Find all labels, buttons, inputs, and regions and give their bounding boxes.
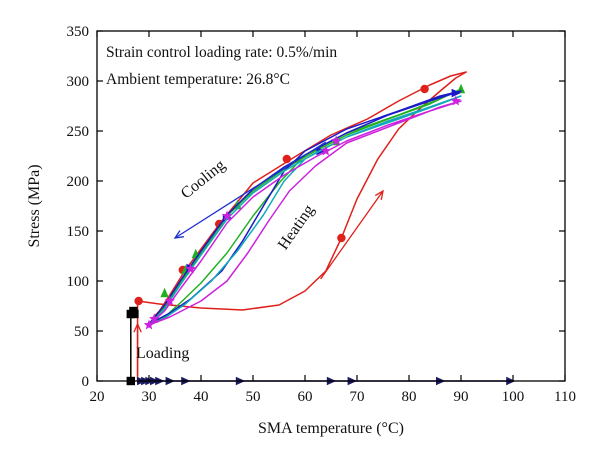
- x-axis-title: SMA temperature (°C): [258, 420, 404, 437]
- data-point-triangle: [160, 287, 169, 298]
- plot-layer: [126, 71, 516, 386]
- data-point-circle: [134, 296, 143, 306]
- series-line: [148, 100, 462, 326]
- x-tick-label: 70: [350, 389, 365, 405]
- y-tick-label: 200: [67, 174, 90, 190]
- data-point-star: [185, 263, 196, 274]
- x-tick-label: 80: [402, 389, 417, 405]
- chart-note-1: Strain control loading rate: 0.5%/min: [106, 44, 337, 61]
- y-axis-title: Stress (MPa): [26, 164, 43, 247]
- loading-arrow-head: [133, 322, 142, 333]
- plot-frame: [96, 30, 566, 382]
- data-point-triangle: [181, 264, 190, 275]
- y-tick-label: 0: [82, 374, 90, 390]
- cooling-label: Cooling: [178, 157, 229, 203]
- y-tick-label: 250: [67, 124, 90, 140]
- y-tick-label: 300: [67, 74, 90, 90]
- y-tick-label: 50: [74, 324, 89, 340]
- series-line: [148, 95, 462, 326]
- heating-arrow-head: [374, 189, 384, 200]
- data-point-star: [164, 295, 176, 306]
- x-tick-label: 30: [142, 389, 157, 405]
- data-point-star: [330, 135, 342, 146]
- cooling-arrow-line: [174, 141, 327, 239]
- data-point-square: [129, 306, 138, 316]
- series-line: [136, 71, 467, 381]
- series-line: [148, 90, 462, 325]
- heating-arrow-line: [320, 190, 384, 280]
- series-line: [130, 310, 136, 381]
- data-point-circle: [420, 84, 429, 94]
- series-3: [148, 95, 462, 326]
- loading-label: Loading: [136, 345, 189, 362]
- annotations-layer: Cooling Heating Loading: [133, 141, 384, 376]
- data-point-star: [143, 319, 155, 330]
- y-tick-label: 350: [67, 24, 90, 40]
- chart-note-2: Ambient temperature: 26.8°C: [106, 71, 290, 88]
- x-tick-label: 40: [194, 389, 209, 405]
- x-tick-label: 110: [554, 389, 576, 405]
- x-tick-label: 20: [90, 389, 105, 405]
- data-point-right-triangle: [451, 88, 461, 98]
- x-tick-label: 100: [502, 389, 525, 405]
- x-tick-label: 90: [454, 389, 469, 405]
- data-point-star: [221, 210, 233, 221]
- data-point-star: [148, 313, 160, 324]
- data-point-star: [450, 95, 462, 106]
- x-tick-label: 60: [298, 389, 313, 405]
- data-point-circle: [337, 233, 346, 243]
- x-tick-label: 50: [246, 389, 261, 405]
- heating-label: Heating: [275, 202, 318, 253]
- data-point-circle: [282, 154, 291, 164]
- y-tick-label: 150: [67, 224, 90, 240]
- y-tick-label: 100: [67, 274, 90, 290]
- ticks-layer: 20 30 40 50 60 70 80 90 100 110 0 50 100 150 200 250 300…: [67, 24, 576, 405]
- cooling-arrow-head: [173, 230, 184, 239]
- data-point-star: [320, 145, 332, 156]
- series-4: [143, 95, 462, 330]
